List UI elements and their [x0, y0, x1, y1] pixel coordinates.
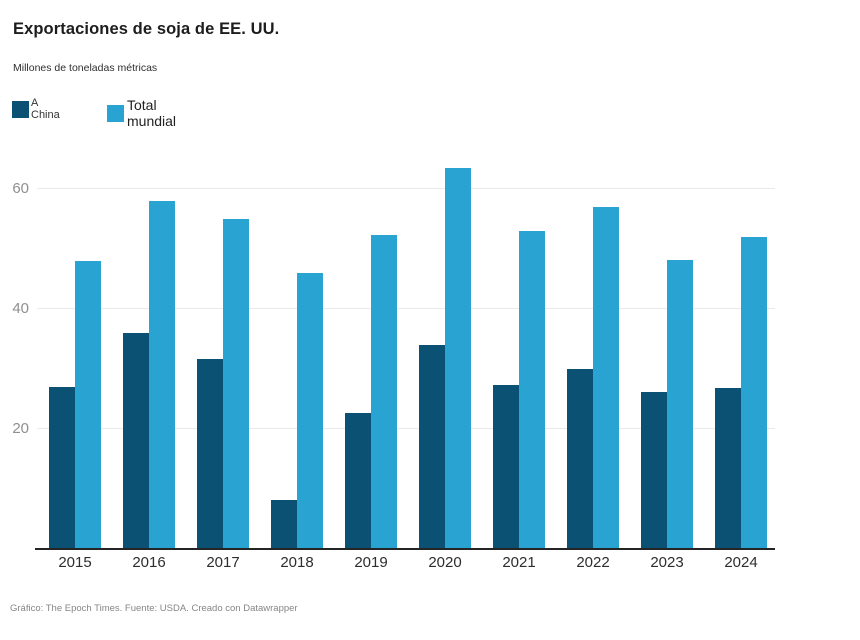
bar-total-mundial-2017[interactable] [223, 219, 249, 549]
chart-subtitle: Millones de toneladas métricas [13, 62, 158, 74]
legend-item-a-china: A China [12, 97, 60, 121]
y-tick-20: 20 [12, 420, 29, 438]
bar-total-mundial-2015[interactable] [75, 261, 101, 549]
x-label-2022: 2022 [576, 554, 610, 571]
bar-a-china-2023[interactable] [641, 391, 667, 549]
gridline-40 [37, 308, 775, 310]
bar-total-mundial-2024[interactable] [741, 237, 767, 549]
bar-a-china-2017[interactable] [197, 358, 223, 549]
x-label-2024: 2024 [724, 554, 758, 571]
chart-title: Exportaciones de soja de EE. UU. [13, 20, 280, 38]
bar-total-mundial-2022[interactable] [593, 207, 619, 549]
bar-a-china-2021[interactable] [493, 385, 519, 549]
gridline-20 [37, 428, 775, 430]
y-tick-60: 60 [12, 180, 29, 198]
bar-a-china-2022[interactable] [567, 368, 593, 549]
bar-a-china-2018[interactable] [271, 499, 297, 549]
x-label-2021: 2021 [502, 554, 536, 571]
bar-a-china-2016[interactable] [123, 333, 149, 549]
legend-label-a-china: A China [31, 97, 60, 121]
x-label-2023: 2023 [650, 554, 684, 571]
chart-plot-area: 20 40 60 [12, 149, 775, 550]
bar-a-china-2024[interactable] [715, 388, 741, 549]
y-tick-40: 40 [12, 300, 29, 318]
x-axis-labels: 2015 2016 2017 2018 2019 2020 2021 2022 2023 2024 [36, 554, 774, 574]
bar-total-mundial-2021[interactable] [519, 231, 545, 549]
x-axis-line [35, 548, 775, 550]
bar-a-china-2019[interactable] [345, 413, 371, 549]
x-label-2017: 2017 [206, 554, 240, 571]
bar-total-mundial-2020[interactable] [445, 168, 471, 549]
gridline-60 [37, 188, 775, 190]
chart-footer-credit: Gráfico: The Epoch Times. Fuente: USDA. … [10, 603, 298, 614]
bar-a-china-2015[interactable] [49, 387, 75, 549]
legend-swatch-total-mundial-icon [107, 104, 124, 122]
bar-a-china-2020[interactable] [419, 345, 445, 549]
legend-label-total-mundial: Total mundial [127, 97, 177, 129]
legend-swatch-a-china-icon [12, 100, 29, 118]
x-label-2016: 2016 [132, 554, 166, 571]
bar-total-mundial-2018[interactable] [297, 273, 323, 549]
x-label-2019: 2019 [354, 554, 388, 571]
bar-total-mundial-2023[interactable] [667, 259, 693, 549]
bar-total-mundial-2019[interactable] [371, 235, 397, 549]
x-label-2015: 2015 [58, 554, 92, 571]
legend-item-total-mundial: Total mundial [107, 97, 176, 129]
x-label-2018: 2018 [280, 554, 314, 571]
x-label-2020: 2020 [428, 554, 462, 571]
bar-total-mundial-2016[interactable] [149, 201, 175, 549]
